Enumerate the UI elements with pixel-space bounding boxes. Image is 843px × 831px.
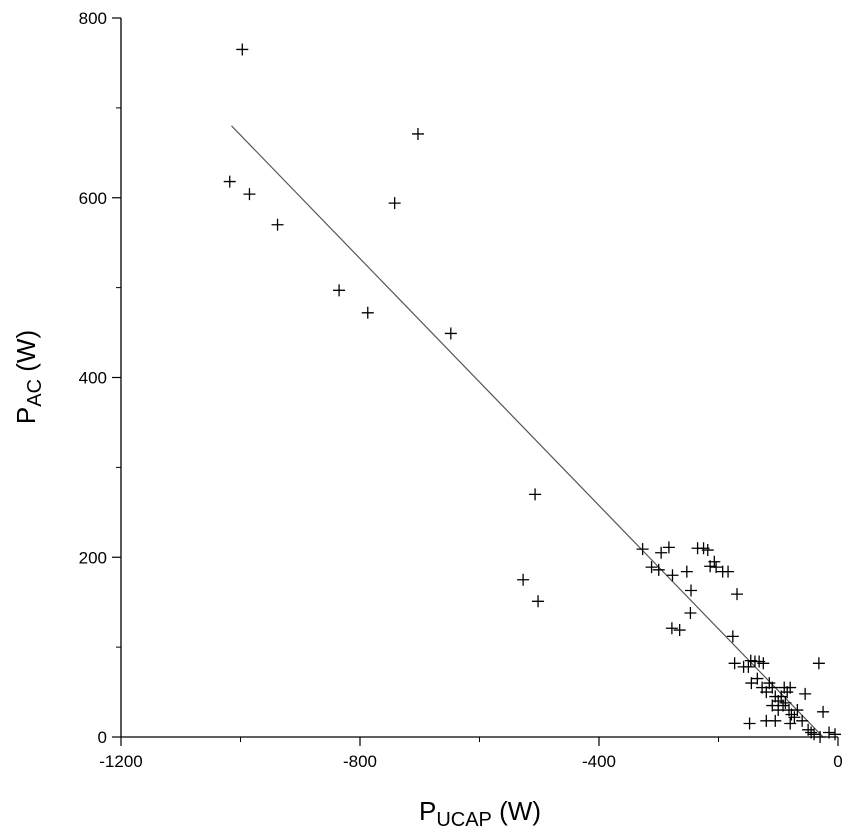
data-point [708,555,721,568]
data-point [728,657,741,670]
x-tick-label: 0 [833,752,842,771]
data-point [223,175,236,188]
y-tick-label: 400 [79,369,107,388]
x-axis-title-sub: UCAP [436,809,492,831]
data-point [666,569,679,582]
y-tick-label: 800 [79,9,107,28]
data-point [684,606,697,619]
data-point [662,541,675,554]
data-point [529,488,542,501]
data-point [243,188,256,201]
data-point [701,544,714,557]
y-axis-title-main: P [11,407,41,424]
data-point [777,699,790,712]
x-axis-title: PUCAP (W) [419,796,541,831]
data-point [814,731,827,743]
data-point [361,306,374,319]
data-point [236,43,249,56]
data-point [333,284,346,297]
data-point [796,714,809,727]
x-tick-label: -400 [582,752,616,771]
data-point [645,561,658,574]
data-point [779,696,792,709]
data-point [271,218,284,231]
data-point [444,327,457,340]
data-point [655,546,668,559]
data-point [769,714,782,727]
data-point [817,705,830,718]
data-point [805,726,818,739]
y-tick-label: 0 [98,728,107,747]
data-point [388,197,401,210]
data-point [673,624,686,637]
data-point [726,630,739,643]
data-point [784,717,797,730]
data-point [799,687,812,700]
tick-labels: -1200 -800 -400 0 0 200 400 600 800 [79,9,843,771]
data-point [722,565,735,578]
data-point [743,717,756,730]
data-point [517,573,530,586]
y-tick-label: 200 [79,548,107,567]
data-point [808,728,821,741]
data-point [665,622,678,635]
data-point [742,660,755,673]
data-point [751,672,764,685]
data-point [710,561,723,574]
data-point [791,704,804,717]
axes [120,18,838,738]
data-point [411,127,424,140]
x-tick-label: -800 [343,752,377,771]
x-axis-title-main: P [419,796,436,826]
fit-line [231,125,824,738]
data-point [636,543,649,556]
data-point [685,584,698,597]
y-axis-title-unit: (W) [11,330,41,379]
data-points [223,43,842,743]
data-point [829,728,842,741]
data-point [823,726,836,739]
data-point [766,681,779,694]
data-point [784,681,797,694]
data-point [652,563,665,576]
y-axis-title-sub: AC [24,379,46,407]
data-point [788,711,801,724]
data-point [532,595,545,608]
x-axis-title-unit: (W) [492,796,541,826]
data-point [680,565,693,578]
data-point [731,588,744,601]
data-point [812,657,825,670]
y-tick-label: 600 [79,189,107,208]
y-axis-title: PAC (W) [11,330,46,424]
x-tick-label: -1200 [99,752,142,771]
data-point [757,657,770,670]
tick-marks [112,17,839,746]
